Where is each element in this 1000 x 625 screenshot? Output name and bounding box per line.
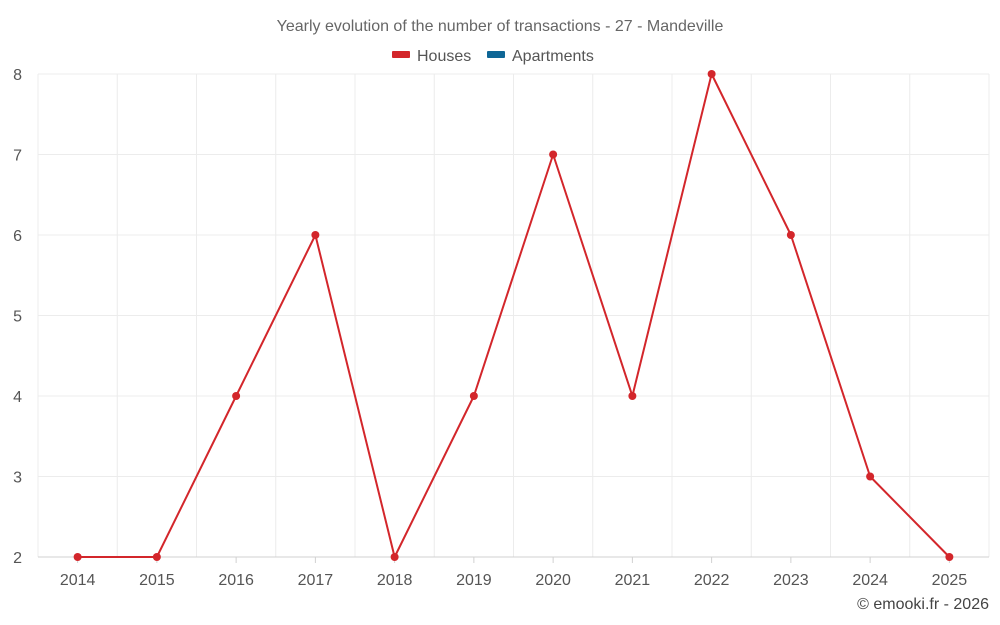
data-point-houses[interactable]	[73, 553, 82, 561]
x-tick-label: 2017	[298, 572, 334, 589]
x-tick-label: 2020	[535, 572, 571, 589]
y-tick-label: 3	[13, 470, 22, 487]
x-tick-label: 2022	[694, 572, 730, 589]
x-tick-label: 2024	[852, 572, 888, 589]
x-tick-label: 2019	[456, 572, 492, 589]
x-tick-label: 2018	[377, 572, 413, 589]
legend-swatch-houses	[392, 51, 410, 58]
x-tick-label: 2015	[139, 572, 175, 589]
data-point-houses[interactable]	[152, 553, 161, 561]
data-point-houses[interactable]	[311, 231, 320, 239]
x-tick-label: 2025	[932, 572, 968, 589]
y-axis-ticks: 2 3 4 5 6 7 8	[13, 67, 22, 567]
legend-label-houses: Houses	[417, 48, 471, 65]
data-point-houses[interactable]	[390, 553, 399, 561]
y-tick-label: 8	[13, 67, 22, 84]
data-point-houses[interactable]	[786, 231, 795, 239]
x-tick-label: 2023	[773, 572, 809, 589]
chart-title: Yearly evolution of the number of transa…	[277, 18, 724, 35]
legend-label-apartments: Apartments	[512, 48, 594, 65]
y-tick-label: 6	[13, 228, 22, 245]
legend: Houses Apartments	[392, 48, 594, 65]
data-point-houses[interactable]	[549, 150, 558, 159]
data-point-houses[interactable]	[628, 392, 637, 400]
series-line-houses	[77, 73, 951, 558]
x-tick-label: 2016	[218, 572, 254, 589]
series-houses	[73, 70, 954, 561]
credit-text: © emooki.fr - 2026	[857, 596, 989, 613]
data-point-houses[interactable]	[866, 472, 875, 481]
x-axis-ticks: 2014 2015 2016 2017 2018 2019 2020 2021 2022 2023…	[60, 557, 967, 589]
data-point-houses[interactable]	[945, 553, 954, 561]
y-tick-label: 2	[13, 550, 22, 567]
data-point-houses[interactable]	[469, 392, 478, 400]
data-point-houses[interactable]	[232, 392, 241, 400]
data-point-houses[interactable]	[707, 70, 716, 78]
y-tick-label: 5	[13, 309, 22, 326]
gridlines	[37, 73, 990, 557]
x-tick-label: 2014	[60, 572, 96, 589]
x-tick-label: 2021	[615, 572, 651, 589]
legend-swatch-apartments	[487, 51, 505, 58]
y-tick-label: 4	[13, 389, 22, 406]
y-tick-label: 7	[13, 148, 22, 165]
legend-item-apartments[interactable]: Apartments	[487, 48, 594, 65]
legend-item-houses[interactable]: Houses	[392, 48, 471, 65]
